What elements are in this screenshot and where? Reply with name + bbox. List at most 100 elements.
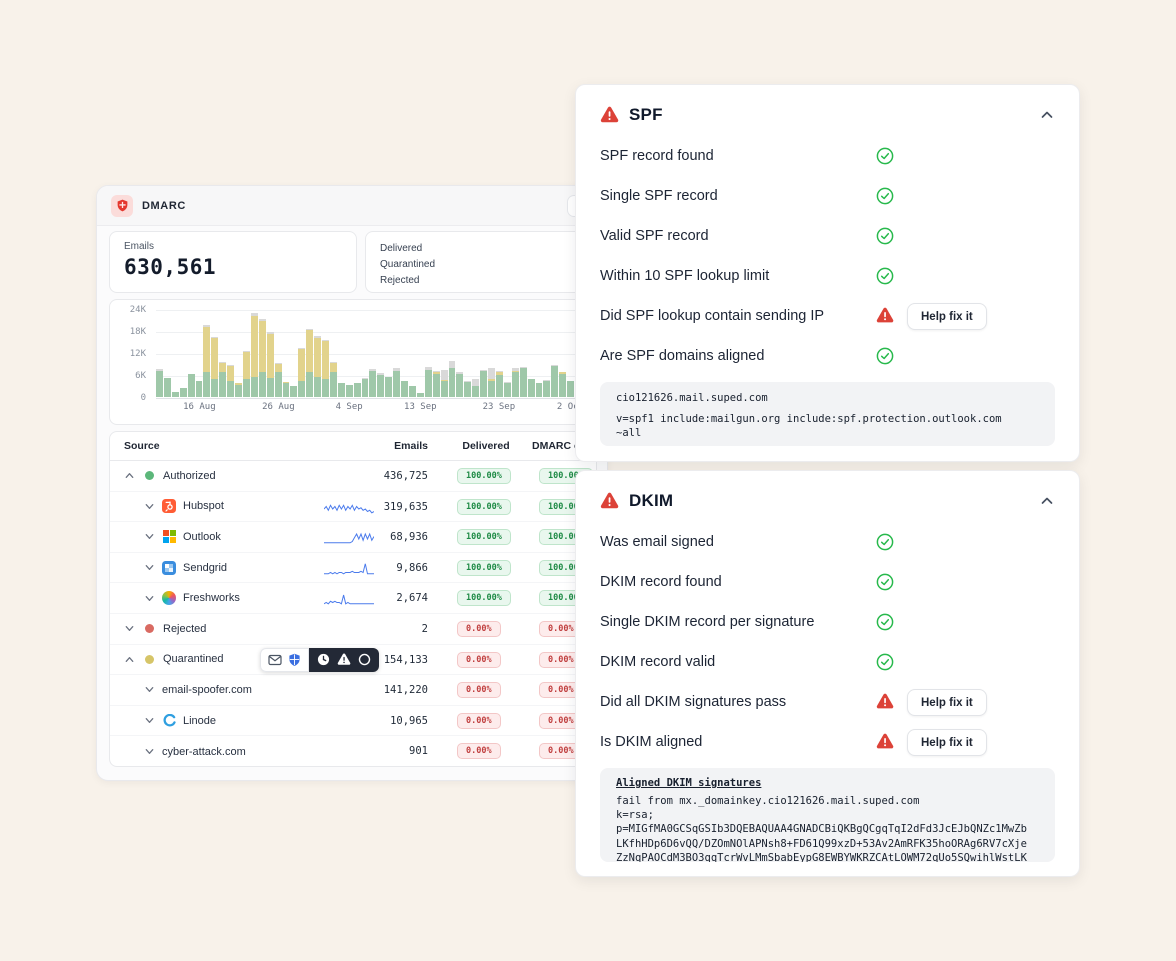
warning-icon: [876, 733, 894, 749]
emails-stat-card: Emails 630,561: [109, 231, 357, 293]
chevron-up-icon[interactable]: [124, 654, 135, 665]
spf-checks-list: SPF record found Single SPF record Valid S…: [600, 142, 1055, 370]
chart-bar: [156, 369, 163, 397]
table-row-email-spoofer-com[interactable]: email-spoofer.com 141,220 0.00% 0.00%: [110, 675, 596, 706]
check-row: Single DKIM record per signature: [600, 608, 1055, 636]
y-axis-tick-label: 24K: [129, 305, 146, 315]
emails-count: 141,220: [383, 684, 428, 697]
help-fix-button[interactable]: Help fix it: [907, 303, 987, 330]
chart-bar: [298, 347, 306, 397]
circle-outline-icon[interactable]: [358, 653, 371, 666]
chart-x-axis: 16 Aug 26 Aug 4 Sep 13 Sep 23 Sep 2 Oct: [156, 402, 590, 414]
table-row-sendgrid[interactable]: Sendgrid 9,866 100.00% 100.00%: [110, 553, 596, 584]
dkim-collapse-chevron-up-icon[interactable]: [1039, 493, 1055, 509]
x-axis-tick-label: 4 Sep: [335, 402, 363, 412]
help-fix-button[interactable]: Help fix it: [907, 729, 987, 756]
chart-bar: [448, 361, 456, 397]
chevron-down-icon[interactable]: [144, 746, 155, 757]
clock-circle-icon[interactable]: [317, 653, 330, 666]
help-fix-button[interactable]: Help fix it: [907, 689, 987, 716]
delivery-stat-label: Rejected: [380, 274, 420, 286]
chevron-down-icon[interactable]: [144, 715, 155, 726]
check-label: Within 10 SPF lookup limit: [600, 268, 770, 284]
chart-bar: [235, 383, 242, 397]
chevron-down-icon[interactable]: [144, 562, 155, 573]
delivered-badge: 0.00%: [457, 620, 501, 637]
x-axis-tick-label: 23 Sep: [482, 402, 516, 412]
check-label: Is DKIM aligned: [600, 734, 703, 750]
dmarc-shield-icon: [111, 194, 133, 217]
chevron-down-icon[interactable]: [144, 684, 155, 695]
chevron-up-icon[interactable]: [124, 470, 135, 481]
chart-bar: [203, 324, 211, 397]
chart-bar: [227, 364, 235, 397]
chevron-down-icon[interactable]: [144, 593, 155, 604]
spf-card: SPF SPF record found Single SPF record Val…: [575, 84, 1080, 462]
volume-sparkline: [324, 563, 374, 575]
chevron-down-icon[interactable]: [124, 623, 135, 634]
column-header-source: Source: [124, 440, 160, 452]
chart-bar: [337, 382, 345, 397]
table-row-authorized[interactable]: Authorized 436,725 100.00% 100.00%: [110, 461, 596, 492]
table-row-hubspot[interactable]: Hubspot 319,635 100.00% 100.00%: [110, 492, 596, 523]
chart-bar: [432, 371, 440, 397]
dmarc-compliance-badge: 0.00%: [539, 712, 583, 729]
source-name: Authorized: [163, 469, 216, 482]
sendgrid-icon: [162, 560, 176, 575]
delivered-badge: 100.00%: [457, 529, 511, 546]
check-row: DKIM record valid: [600, 648, 1055, 676]
dmarc-panel-header: DMARC: [97, 186, 607, 226]
delivery-stat-row: Delivered4: [380, 240, 588, 256]
linode-icon: [163, 714, 176, 727]
check-label: Was email signed: [600, 534, 714, 550]
table-row-outlook[interactable]: Outlook 68,936 100.00% 100.00%: [110, 522, 596, 553]
shield-icon[interactable]: [288, 653, 301, 667]
check-row: Is DKIM aligned Help fix it: [600, 728, 1055, 756]
x-axis-tick-label: 13 Sep: [404, 402, 437, 412]
chart-bar: [266, 331, 274, 397]
chart-bar: [377, 373, 385, 397]
chart-y-axis: 0 6K 12K 18K 24K: [118, 305, 150, 403]
table-row-freshworks[interactable]: Freshworks 2,674 100.00% 100.00%: [110, 583, 596, 614]
chart-bar: [195, 381, 203, 397]
warning-triangle-icon[interactable]: [337, 653, 351, 666]
check-row: Single SPF record: [600, 182, 1055, 210]
spf-collapse-chevron-up-icon[interactable]: [1039, 107, 1055, 123]
emails-count: 9,866: [396, 561, 428, 574]
chart-bar: [290, 386, 298, 397]
chart-bar: [488, 368, 495, 397]
table-row-rejected[interactable]: Rejected 2 0.00% 0.00%: [110, 614, 596, 645]
table-row-quarantined[interactable]: Quarantined 154,133 0.00% 0.00%: [110, 645, 596, 676]
table-row-cyber-attack-com[interactable]: cyber-attack.com 901 0.00% 0.00%: [110, 736, 596, 766]
chart-bar: [322, 339, 329, 397]
chevron-down-icon[interactable]: [144, 501, 155, 512]
x-axis-tick-label: 2 Oct: [556, 402, 585, 412]
chart-bar: [187, 373, 195, 397]
hubspot-icon: [162, 499, 176, 514]
stats-row: Emails 630,561 Delivered4Quarantined1 Rej…: [109, 231, 597, 293]
chart-bar: [527, 379, 535, 397]
freshworks-icon: [162, 591, 176, 606]
chart-bar: [314, 336, 322, 397]
emails-label: Emails: [124, 241, 155, 252]
chart-bar: [282, 381, 290, 397]
email-volume-chart: 0 6K 12K 18K 24K 16 Aug 26 Aug 4 Sep 13 Sep 23 Se…: [109, 299, 597, 425]
emails-count: 436,725: [383, 470, 428, 482]
column-header-delivered: Delivered: [462, 440, 510, 452]
dkim-card: DKIM Was email signed DKIM record found Si…: [575, 470, 1080, 877]
y-axis-tick-label: 12K: [129, 349, 146, 359]
delivered-badge: 0.00%: [457, 682, 501, 699]
chart-bar: [393, 368, 401, 397]
stacked-bars: [156, 310, 590, 397]
table-row-linode[interactable]: Linode 10,965 0.00% 0.00%: [110, 706, 596, 737]
chart-bar: [543, 379, 551, 397]
chart-bar: [495, 370, 503, 397]
chevron-down-icon[interactable]: [144, 531, 155, 542]
envelope-icon[interactable]: [268, 654, 282, 666]
chart-bar: [242, 350, 250, 397]
rejected-status-dot-icon: [144, 624, 154, 634]
check-pass-icon: [876, 187, 894, 205]
delivery-stat-label: Quarantined: [380, 258, 436, 270]
